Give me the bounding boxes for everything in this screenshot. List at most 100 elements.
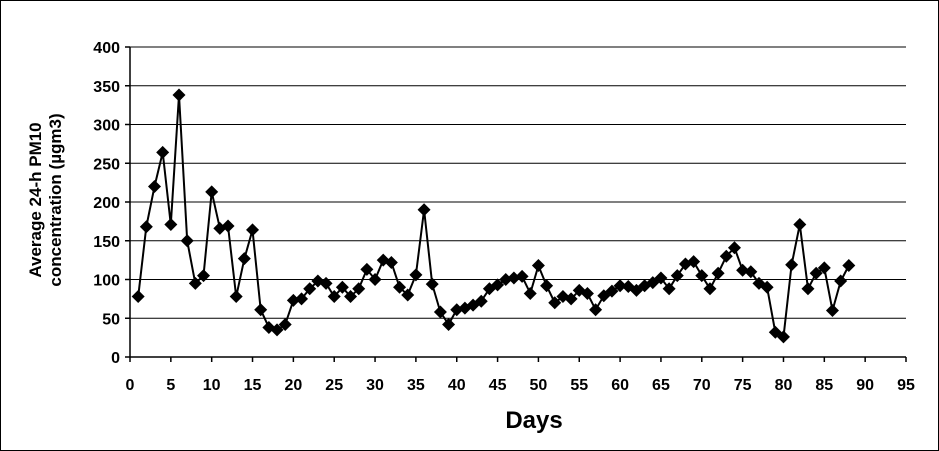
data-point-marker bbox=[662, 282, 676, 296]
data-point-marker bbox=[286, 293, 300, 307]
data-point-marker bbox=[409, 268, 423, 282]
data-point-marker bbox=[384, 255, 398, 269]
data-point-marker bbox=[670, 269, 684, 283]
gridlines bbox=[125, 46, 907, 362]
axes bbox=[129, 47, 906, 358]
data-point-marker bbox=[589, 303, 603, 317]
data-point-marker bbox=[499, 273, 513, 286]
data-point-marker bbox=[834, 274, 848, 288]
data-point-marker bbox=[785, 258, 799, 272]
y-axis-title-line1: Average 24-h PM10 bbox=[26, 122, 45, 277]
x-tick-label: 95 bbox=[897, 377, 915, 394]
data-point-marker bbox=[564, 292, 578, 306]
data-point-marker bbox=[360, 262, 374, 276]
data-point-marker bbox=[842, 259, 856, 273]
data-point-marker bbox=[695, 269, 709, 283]
data-point-marker bbox=[507, 271, 521, 285]
x-tick-label: 50 bbox=[530, 377, 548, 394]
data-point-marker bbox=[736, 263, 750, 277]
x-tick-label: 10 bbox=[203, 377, 221, 394]
data-point-marker bbox=[540, 279, 554, 293]
y-tick-labels: 0 50 100 150 200 250 300 350 400 bbox=[93, 40, 120, 367]
y-axis-title: Average 24-h PM10 concentration (µgm3) bbox=[26, 113, 65, 286]
x-tick-label: 60 bbox=[611, 377, 629, 394]
x-tick-label: 45 bbox=[489, 377, 507, 394]
data-point-marker bbox=[825, 304, 839, 317]
data-point-marker bbox=[580, 286, 594, 300]
data-point-marker bbox=[131, 290, 145, 304]
series-line bbox=[137, 95, 850, 339]
data-point-marker bbox=[197, 269, 211, 283]
data-point-marker bbox=[531, 259, 545, 273]
data-point-marker bbox=[801, 282, 815, 296]
data-point-marker bbox=[229, 290, 243, 304]
x-tick-label: 55 bbox=[570, 377, 588, 394]
data-point-marker bbox=[254, 303, 268, 317]
data-point-marker bbox=[442, 317, 456, 331]
x-tick-label: 15 bbox=[244, 377, 262, 394]
data-point-marker bbox=[172, 88, 186, 102]
data-point-marker bbox=[295, 292, 309, 306]
data-point-marker bbox=[474, 294, 488, 308]
data-point-marker bbox=[278, 317, 292, 331]
data-point-marker bbox=[352, 282, 366, 296]
data-point-marker bbox=[719, 249, 733, 263]
y-tick-label: 350 bbox=[93, 79, 120, 96]
data-point-marker bbox=[760, 280, 774, 294]
data-point-marker bbox=[605, 284, 619, 298]
data-point-marker bbox=[793, 217, 807, 231]
x-tick-label: 5 bbox=[166, 377, 175, 394]
y-tick-label: 50 bbox=[102, 311, 120, 328]
data-point-marker bbox=[417, 203, 431, 217]
data-point-marker bbox=[148, 180, 162, 193]
x-tick-labels: 0 5 10 15 20 25 30 35 40 45 50 55 60 65 70 75 80 85 90 95 bbox=[126, 377, 915, 394]
data-series bbox=[131, 88, 856, 344]
y-tick-label: 300 bbox=[93, 118, 120, 135]
data-point-marker bbox=[401, 288, 415, 302]
data-point-marker bbox=[180, 234, 194, 248]
y-tick-label: 400 bbox=[93, 40, 120, 57]
x-tick-label: 25 bbox=[325, 377, 343, 394]
data-point-marker bbox=[450, 303, 464, 317]
data-point-marker bbox=[237, 252, 251, 266]
y-tick-label: 250 bbox=[93, 156, 120, 173]
data-point-marker bbox=[270, 323, 284, 337]
x-tick-label: 35 bbox=[407, 377, 425, 394]
data-point-marker bbox=[809, 266, 823, 280]
y-tick-label: 0 bbox=[111, 350, 120, 367]
data-point-marker bbox=[776, 330, 790, 344]
data-point-marker bbox=[817, 261, 831, 275]
data-point-marker bbox=[727, 241, 741, 255]
x-axis-title: Days bbox=[505, 407, 562, 434]
data-point-marker bbox=[139, 220, 153, 234]
x-tick-label: 85 bbox=[815, 377, 833, 394]
y-tick-label: 150 bbox=[93, 234, 120, 251]
data-point-marker bbox=[687, 255, 701, 269]
x-tick-label: 70 bbox=[693, 377, 711, 394]
data-point-marker bbox=[156, 145, 170, 159]
data-point-marker bbox=[613, 279, 627, 293]
data-point-marker bbox=[393, 280, 407, 294]
data-point-marker bbox=[335, 280, 349, 294]
y-axis-title-line2: concentration (µgm3) bbox=[46, 113, 65, 286]
data-point-marker bbox=[744, 265, 758, 279]
y-tick-label: 200 bbox=[93, 195, 120, 212]
x-tick-label: 40 bbox=[448, 377, 466, 394]
data-point-marker bbox=[327, 290, 341, 304]
data-point-marker bbox=[711, 266, 725, 280]
data-point-marker bbox=[523, 286, 537, 300]
data-point-marker bbox=[188, 276, 202, 290]
x-tick-label: 30 bbox=[366, 377, 384, 394]
data-point-marker bbox=[368, 273, 382, 286]
x-tick-label: 20 bbox=[284, 377, 302, 394]
x-tick-label: 65 bbox=[652, 377, 670, 394]
x-tick-label: 80 bbox=[775, 377, 793, 394]
data-point-marker bbox=[654, 271, 668, 285]
data-point-marker bbox=[303, 282, 317, 296]
x-tick-label: 0 bbox=[126, 377, 135, 394]
y-tick-label: 100 bbox=[93, 273, 120, 290]
x-tick-label: 90 bbox=[856, 377, 874, 394]
data-point-marker bbox=[205, 185, 219, 199]
data-point-marker bbox=[703, 282, 717, 296]
